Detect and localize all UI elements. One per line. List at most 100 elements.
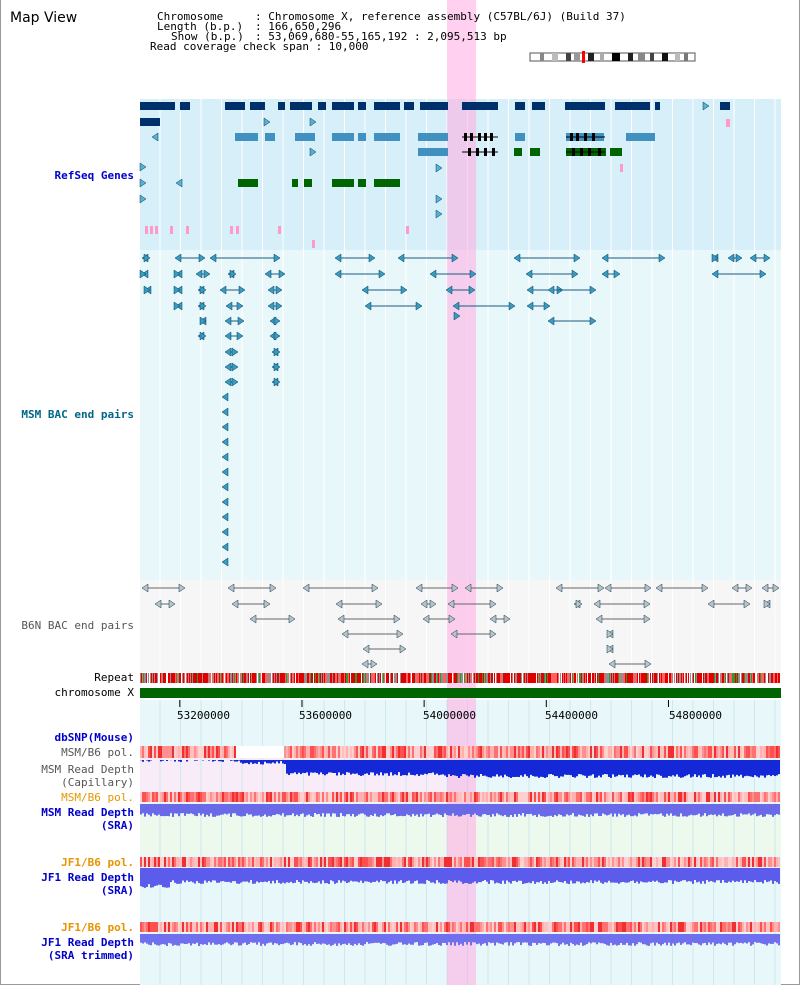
depth-bar <box>644 804 646 814</box>
pol-cell <box>592 746 594 758</box>
bac-end-arrow <box>415 301 423 311</box>
depth-bar <box>396 934 398 944</box>
bac-end-arrow <box>399 644 407 654</box>
track-label-b6n-bac[interactable]: B6N BAC end pairs <box>21 619 134 632</box>
gene-exon <box>404 102 414 110</box>
pol-cell <box>426 922 428 932</box>
pol-cell <box>264 922 266 932</box>
depth-bar <box>756 804 758 817</box>
depth-bar <box>174 934 176 945</box>
track-label-msm-bac[interactable]: MSM BAC end pairs <box>21 408 134 421</box>
depth-bar <box>512 868 514 882</box>
pol-cell <box>276 857 278 867</box>
depth-bar <box>170 934 172 944</box>
repeat-element <box>600 673 601 683</box>
depth-bar <box>186 760 188 762</box>
repeat-element <box>436 673 437 683</box>
repeat-element <box>644 673 645 683</box>
depth-bar <box>394 804 396 814</box>
depth-bar <box>654 760 656 778</box>
repeat-element <box>345 673 346 683</box>
pol-cell <box>334 857 336 867</box>
pol-cell <box>484 857 486 867</box>
pol-cell <box>720 922 722 932</box>
pol-cell <box>448 922 450 932</box>
pol-cell <box>354 857 356 867</box>
depth-bar <box>692 804 694 816</box>
depth-bar <box>694 804 696 816</box>
depth-bar <box>582 934 584 946</box>
depth-bar <box>592 760 594 775</box>
depth-bar <box>232 804 234 814</box>
depth-bar <box>536 804 538 817</box>
pol-cell <box>478 857 480 867</box>
depth-bar <box>740 760 742 775</box>
repeat-element <box>612 673 613 683</box>
pol-cell <box>356 792 358 802</box>
pol-cell <box>560 857 562 867</box>
pol-cell <box>532 792 534 802</box>
depth-bar <box>306 868 308 882</box>
depth-bar <box>622 934 624 945</box>
repeat-element <box>409 673 410 683</box>
pol-cell <box>722 922 724 932</box>
depth-bar <box>492 934 494 943</box>
depth-bar <box>410 934 412 945</box>
depth-bar <box>494 760 496 777</box>
depth-bar <box>282 934 284 945</box>
track-label-dbsnp[interactable]: dbSNP(Mouse) <box>54 731 134 744</box>
depth-bar <box>148 804 150 815</box>
bac-end-arrow <box>658 253 666 263</box>
bac-end-arrow <box>199 285 207 295</box>
pol-cell <box>480 746 482 758</box>
pol-cell <box>500 792 502 802</box>
depth-bar <box>382 868 384 882</box>
repeat-element <box>212 673 213 683</box>
depth-bar <box>732 804 734 816</box>
pol-cell <box>232 857 234 867</box>
pol-cell <box>432 746 434 758</box>
pol-cell <box>558 792 560 802</box>
pol-cell <box>170 922 172 932</box>
pol-cell <box>146 792 148 802</box>
pol-cell <box>724 922 726 932</box>
depth-bar <box>328 804 330 814</box>
depth-bar <box>366 760 368 774</box>
depth-bar <box>490 868 492 881</box>
pol-cell <box>296 792 298 802</box>
depth-bar <box>748 760 750 777</box>
depth-bar <box>374 804 376 814</box>
repeat-element <box>446 673 447 683</box>
bac-end-arrow <box>489 629 497 639</box>
pol-cell <box>492 746 494 758</box>
depth-bar <box>282 760 284 764</box>
depth-bar <box>572 760 574 778</box>
repeat-element <box>546 673 547 683</box>
pol-cell <box>390 857 392 867</box>
track-label-refseq[interactable]: RefSeq Genes <box>54 169 134 182</box>
depth-bar <box>456 804 458 816</box>
pol-cell <box>512 922 514 932</box>
depth-bar <box>622 868 624 882</box>
depth-bar <box>714 804 716 815</box>
repeat-element <box>581 673 582 683</box>
bac-end-arrow <box>469 269 477 279</box>
depth-bar <box>424 760 426 774</box>
depth-bar <box>578 760 580 775</box>
gene-exon <box>290 102 312 110</box>
depth-bar <box>324 760 326 776</box>
pol-cell <box>762 857 764 867</box>
depth-bar <box>590 868 592 881</box>
pol-cell <box>712 857 714 867</box>
depth-bar <box>342 868 344 881</box>
pol-cell <box>734 857 736 867</box>
repeat-element <box>429 673 430 683</box>
depth-bar <box>728 934 730 943</box>
depth-bar <box>488 804 490 816</box>
pol-cell <box>286 857 288 867</box>
pol-cell <box>672 922 674 932</box>
depth-bar <box>652 804 654 815</box>
repeat-element <box>507 673 508 683</box>
repeat-element <box>193 673 194 683</box>
